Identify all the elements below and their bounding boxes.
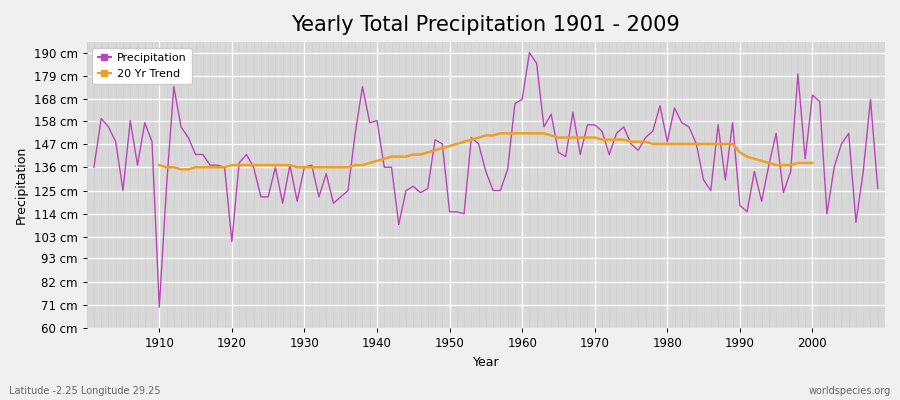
Text: worldspecies.org: worldspecies.org: [809, 386, 891, 396]
X-axis label: Year: Year: [472, 356, 500, 369]
Legend: Precipitation, 20 Yr Trend: Precipitation, 20 Yr Trend: [93, 48, 192, 84]
Y-axis label: Precipitation: Precipitation: [15, 146, 28, 224]
Title: Yearly Total Precipitation 1901 - 2009: Yearly Total Precipitation 1901 - 2009: [292, 15, 680, 35]
Text: Latitude -2.25 Longitude 29.25: Latitude -2.25 Longitude 29.25: [9, 386, 160, 396]
